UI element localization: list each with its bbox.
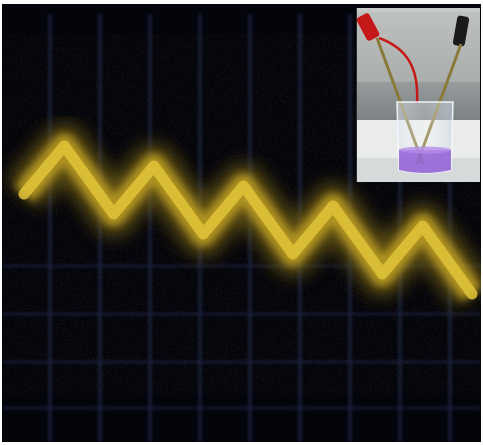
red-lead-wire bbox=[378, 36, 419, 104]
oscilloscope-photo bbox=[2, 4, 481, 442]
black-clip bbox=[452, 15, 470, 47]
inset-photo-beaker bbox=[356, 8, 480, 182]
beaker bbox=[396, 101, 454, 174]
waveform-trace bbox=[7, 124, 481, 307]
red-clip bbox=[357, 13, 380, 41]
purple-liquid bbox=[399, 150, 451, 173]
